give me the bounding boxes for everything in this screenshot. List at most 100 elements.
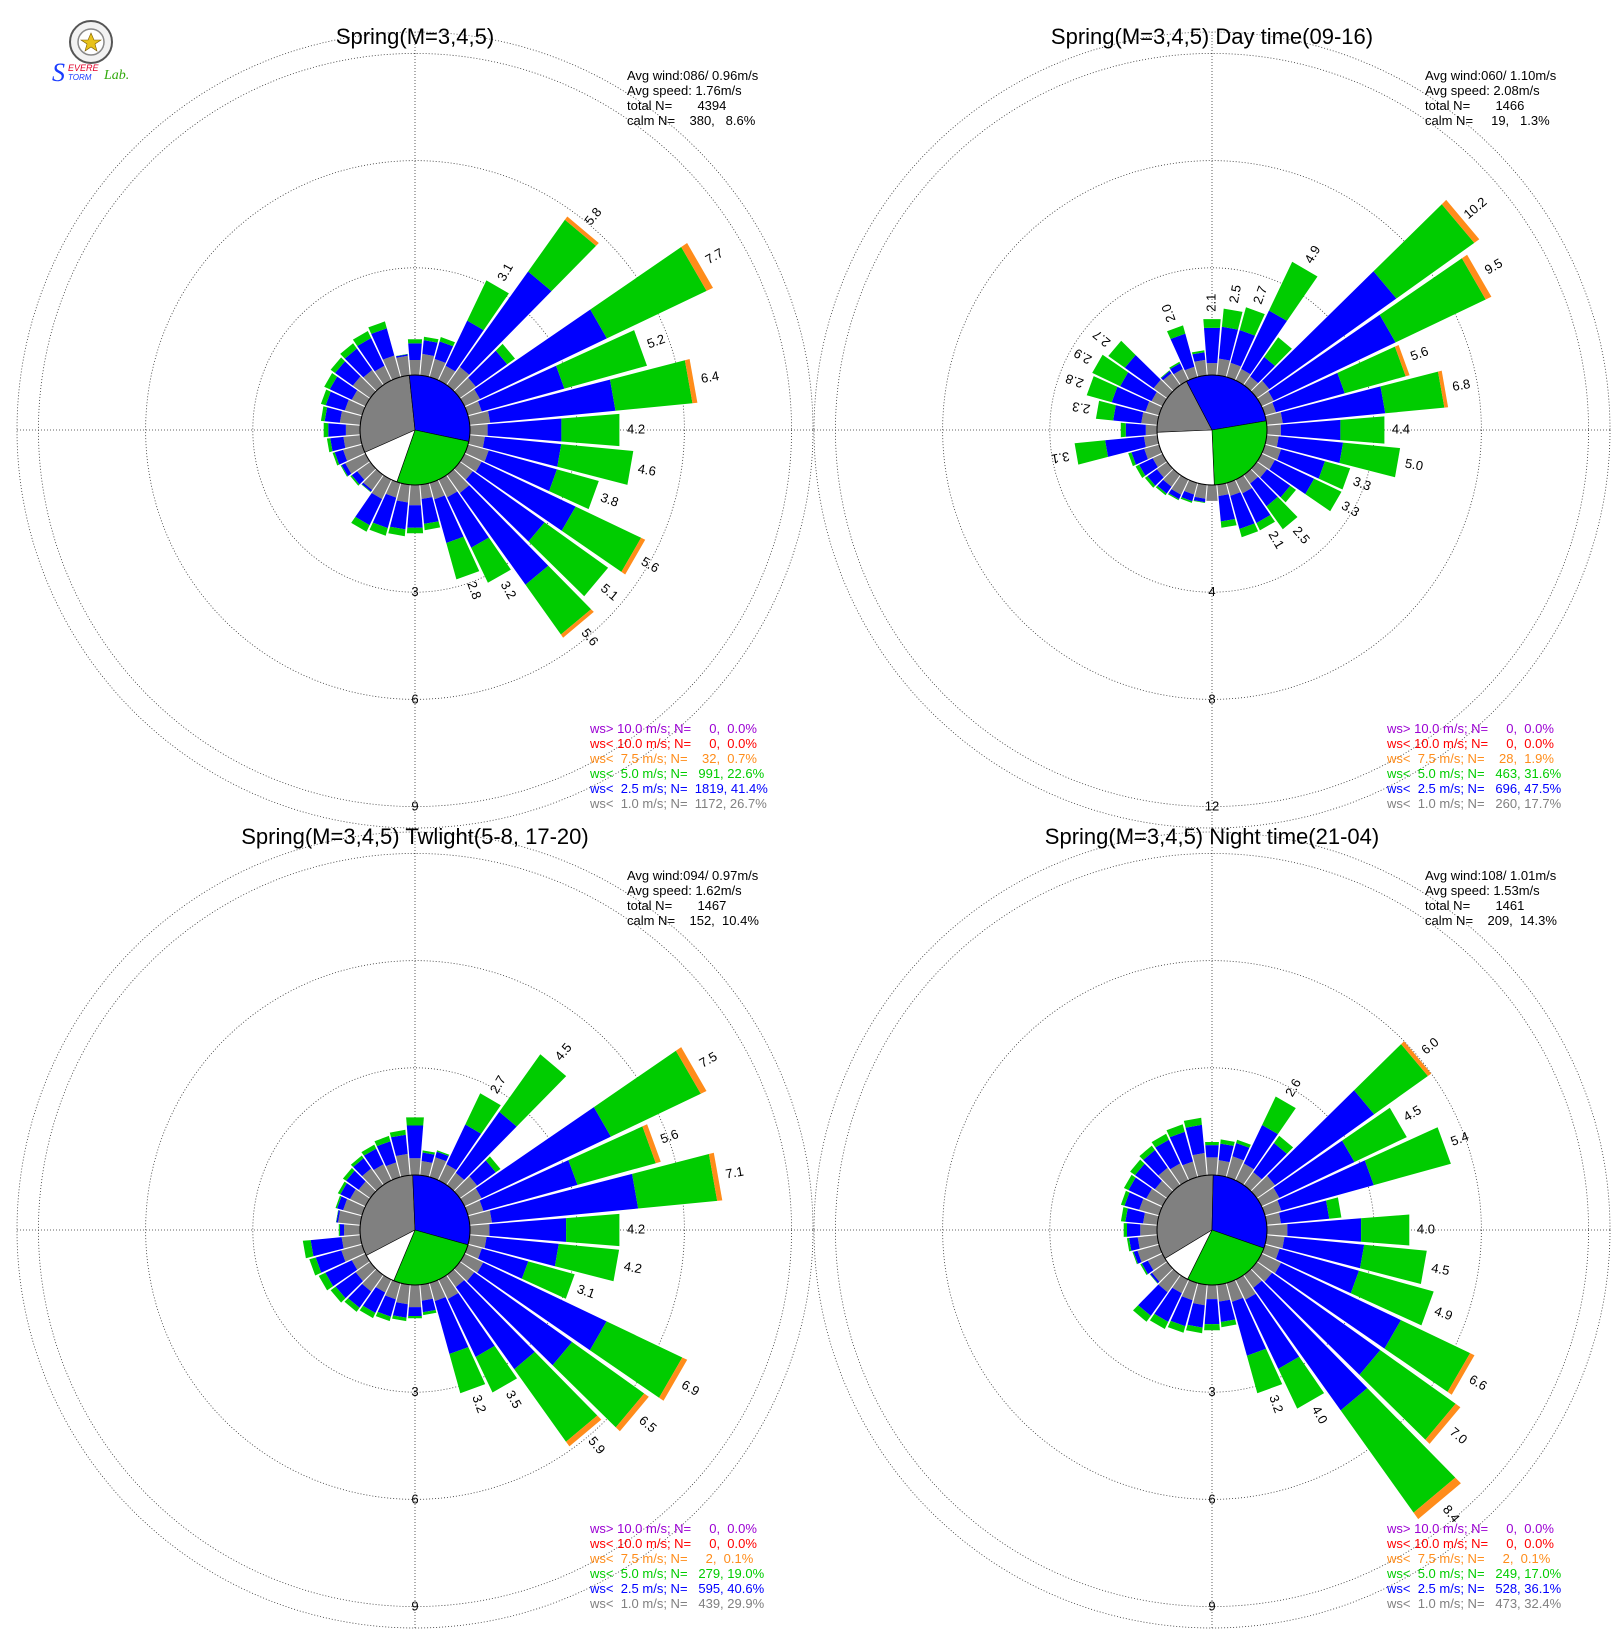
bar-segment-170: [1218, 1299, 1236, 1322]
bar-segment-80: [1380, 371, 1445, 414]
bar-segment-190: [390, 500, 408, 530]
bar-segment-340: [368, 321, 387, 334]
bar-segment-120: [460, 1253, 484, 1273]
stat-line: total N= 1466: [1425, 98, 1524, 113]
bar-segment-90: [469, 424, 488, 436]
bar-segment-30: [465, 1093, 501, 1134]
bar-segment-280: [1095, 400, 1116, 421]
bar-segment-150: [438, 475, 458, 498]
bar-segment-250: [1137, 1244, 1162, 1263]
bar-segment-0: [1206, 1157, 1218, 1176]
bar-segment-240: [1139, 458, 1158, 476]
bar-segment-80: [1326, 1197, 1342, 1219]
bar-segment-10: [1220, 1139, 1235, 1146]
bar-segment-10: [1221, 308, 1243, 330]
bar-label: 4.2: [627, 1221, 645, 1236]
bar-segment-30: [446, 1124, 482, 1170]
legend-entry: ws< 5.0 m/s; N= 249, 17.0%: [1386, 1566, 1562, 1581]
bar-segment-210: [355, 493, 383, 526]
bar-segment-20: [439, 337, 455, 347]
bar-segment-230: [1156, 461, 1173, 478]
bar-segment-100: [1276, 436, 1344, 463]
bar-segment-290: [1120, 1190, 1130, 1206]
bar-label: 4.5: [1401, 1102, 1424, 1124]
bar-segment-40: [1243, 1172, 1262, 1191]
bar-segment-310: [1153, 379, 1173, 399]
stat-line: Avg wind:060/ 1.10m/s: [1425, 68, 1557, 83]
bar-segment-350: [1194, 359, 1207, 377]
bar-segment-20: [429, 358, 446, 380]
bar-segment-180: [1204, 1299, 1220, 1325]
bar-segment-160: [1226, 480, 1241, 496]
bar-label: 3.2: [469, 1393, 489, 1415]
bar-segment-90: [561, 413, 620, 447]
bar-label: 4.9: [1433, 1303, 1455, 1323]
bar-label: 5.4: [1449, 1129, 1471, 1149]
bar-segment-130: [454, 1261, 475, 1282]
bar-segment-120: [561, 506, 642, 572]
bar-segment-150: [1245, 1293, 1300, 1369]
bar-segment-320: [362, 1168, 384, 1191]
bar-segment-120: [460, 453, 482, 472]
bar-segment-240: [1140, 1263, 1148, 1275]
bar-segment-10: [420, 1161, 433, 1177]
bar-segment-310: [358, 1181, 376, 1199]
bar-segment-300: [350, 1189, 370, 1207]
bar-segment-70: [556, 330, 647, 389]
bar-segment-350: [1191, 350, 1205, 355]
bar-segment-100: [1339, 442, 1401, 478]
bar-segment-240: [1152, 453, 1167, 468]
bar-segment-50: [485, 1156, 501, 1173]
bar-segment-60: [1461, 254, 1492, 300]
bar-segment-10: [1218, 326, 1238, 361]
bar-segment-140: [1266, 496, 1298, 530]
bar-segment-210: [362, 1287, 386, 1313]
bar-segment-120: [1257, 453, 1275, 470]
bar-segment-200: [1181, 491, 1195, 502]
bar-segment-220: [344, 1298, 360, 1312]
bar-segment-80: [468, 411, 491, 425]
stat-line: Avg speed: 2.08m/s: [1425, 83, 1540, 98]
bar-label: 5.6: [578, 625, 601, 648]
bar-label: 6.9: [679, 1377, 702, 1399]
bar-segment-340: [1166, 1124, 1185, 1138]
bar-segment-70: [1277, 1160, 1374, 1211]
bar-segment-90: [469, 1224, 490, 1236]
bar-segment-160: [434, 495, 464, 543]
bar-segment-200: [1167, 1320, 1186, 1333]
bar-segment-130: [1425, 1403, 1461, 1444]
bar-segment-20: [429, 1157, 447, 1180]
bar-segment-50: [1373, 204, 1475, 299]
bar-segment-120: [1269, 460, 1315, 495]
bar-segment-270: [1127, 1223, 1141, 1237]
bar-segment-240: [340, 465, 348, 477]
bar-segment-350: [396, 354, 408, 358]
bar-segment-250: [315, 1250, 346, 1273]
bar-segment-70: [478, 365, 565, 412]
bar-segment-50: [1262, 271, 1397, 390]
bar-segment-100: [482, 436, 562, 467]
bar-segment-80: [684, 359, 698, 404]
bar-segment-220: [1158, 1269, 1181, 1293]
bar-segment-70: [1272, 372, 1345, 413]
bar-segment-350: [395, 1153, 410, 1177]
bar-segment-60: [1268, 314, 1396, 401]
bar-segment-110: [1277, 449, 1325, 479]
bar-segment-310: [1108, 340, 1136, 368]
bar-segment-200: [385, 480, 401, 498]
bar-segment-250: [1131, 448, 1148, 465]
bar-segment-210: [1149, 1313, 1169, 1329]
bar-segment-60: [593, 1050, 701, 1137]
bar-segment-140: [446, 469, 470, 493]
bar-label: 2.7: [487, 1073, 509, 1096]
bar-segment-130: [1264, 1272, 1381, 1375]
bar-segment-0: [1205, 1145, 1219, 1158]
bar-segment-150: [1278, 1356, 1325, 1409]
bar-segment-140: [525, 565, 592, 635]
legend-entry: ws< 1.0 m/s; N= 260, 17.7%: [1386, 796, 1562, 811]
bar-segment-30: [1269, 261, 1318, 321]
bar-segment-90: [487, 418, 562, 442]
stat-line: Avg wind:086/ 0.96m/s: [627, 68, 759, 83]
bar-segment-160: [434, 1297, 469, 1354]
